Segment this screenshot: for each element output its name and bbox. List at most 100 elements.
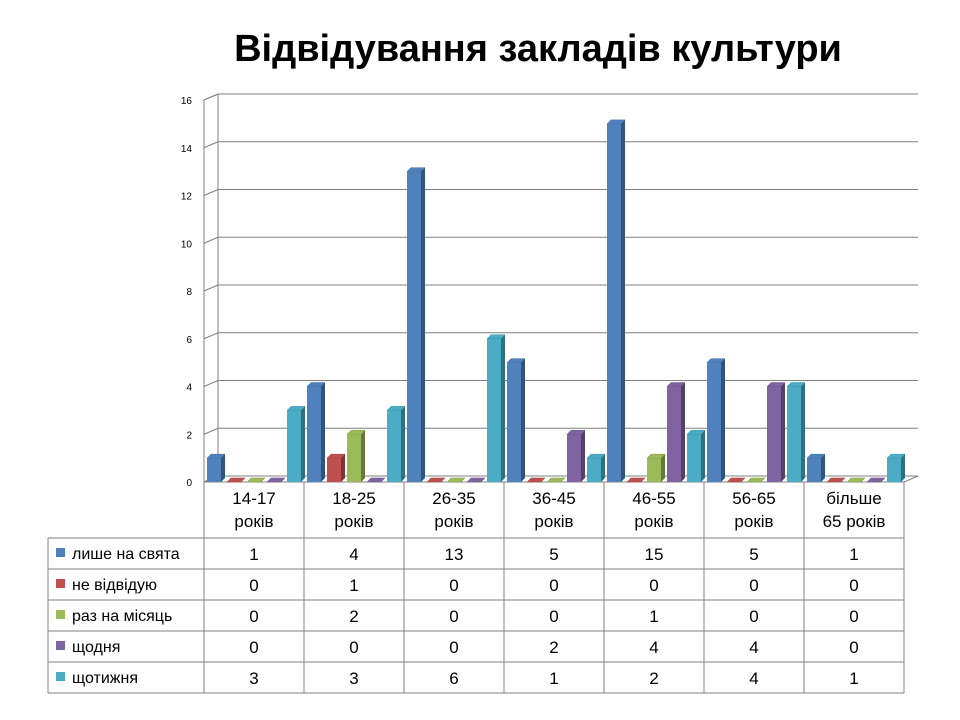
category-label: більше bbox=[826, 489, 881, 508]
bar-front bbox=[787, 386, 801, 482]
legend-key bbox=[56, 579, 65, 588]
bar bbox=[346, 430, 366, 482]
bar bbox=[386, 406, 406, 482]
data-label: 0 bbox=[249, 607, 258, 626]
legend-label: раз на місяць bbox=[72, 608, 172, 625]
bar bbox=[586, 453, 606, 482]
legend-key bbox=[56, 548, 65, 557]
data-label: 0 bbox=[649, 576, 658, 595]
bar-front bbox=[327, 458, 341, 482]
data-label: 0 bbox=[449, 607, 458, 626]
bar-side bbox=[361, 430, 365, 482]
y-tick-label: 6 bbox=[186, 335, 192, 346]
bar-front bbox=[567, 434, 581, 482]
bar bbox=[846, 477, 866, 483]
bar-side bbox=[701, 430, 705, 482]
bar-side bbox=[321, 382, 325, 482]
bar bbox=[686, 430, 706, 482]
y-tick-label: 10 bbox=[181, 239, 193, 250]
bar bbox=[506, 358, 526, 482]
y-axis: 0 2 4 6 8 10 12 14 16 bbox=[181, 96, 205, 489]
category-label: років bbox=[634, 512, 673, 531]
category-label: 18-25 bbox=[332, 489, 375, 508]
bar bbox=[706, 358, 726, 482]
legend-key bbox=[56, 610, 65, 619]
bar-front bbox=[347, 434, 361, 482]
bar-front bbox=[507, 362, 521, 482]
bar bbox=[626, 477, 646, 483]
bar bbox=[426, 477, 446, 483]
bar-side bbox=[501, 334, 505, 482]
data-label: 3 bbox=[249, 669, 258, 688]
gridline-side bbox=[203, 380, 219, 387]
category-label: років bbox=[534, 512, 573, 531]
bar-front bbox=[687, 434, 701, 482]
bar-side bbox=[721, 358, 725, 482]
data-label: 13 bbox=[445, 545, 464, 564]
legend-label: не відвідую bbox=[72, 577, 157, 594]
category-label: 14-17 bbox=[232, 489, 275, 508]
bar-front bbox=[387, 410, 401, 482]
bar-side bbox=[581, 430, 585, 482]
data-label: 0 bbox=[249, 638, 258, 657]
data-label: 4 bbox=[749, 669, 758, 688]
y-tick-label: 12 bbox=[181, 192, 193, 203]
data-label: 0 bbox=[449, 576, 458, 595]
y-tick-label: 2 bbox=[186, 430, 192, 441]
gridline-side bbox=[203, 332, 219, 340]
data-label: 4 bbox=[349, 545, 358, 564]
bar-front bbox=[707, 362, 721, 482]
y-tick-label: 8 bbox=[186, 287, 192, 298]
data-label: 0 bbox=[549, 576, 558, 595]
data-label: 1 bbox=[649, 607, 658, 626]
data-label: 0 bbox=[449, 638, 458, 657]
bar-side bbox=[661, 454, 665, 482]
bar-front bbox=[607, 123, 621, 482]
data-label: 0 bbox=[849, 576, 858, 595]
data-label: 0 bbox=[849, 638, 858, 657]
data-label: 4 bbox=[649, 638, 658, 657]
bar-side bbox=[521, 358, 525, 482]
category-label: 46-55 bbox=[632, 489, 675, 508]
legend-label: щотижня bbox=[72, 670, 138, 687]
bar bbox=[286, 406, 306, 482]
bar bbox=[486, 334, 506, 482]
bar-side bbox=[221, 454, 225, 482]
category-label: 65 років bbox=[823, 512, 886, 531]
bar bbox=[526, 477, 546, 483]
bar-side bbox=[341, 454, 345, 482]
bar-front bbox=[767, 386, 781, 482]
legend-label: лише на свята bbox=[72, 546, 180, 563]
bar bbox=[206, 453, 226, 482]
bar-front bbox=[667, 386, 681, 482]
bar-front bbox=[407, 171, 421, 482]
bar-front bbox=[647, 458, 661, 482]
data-label: 0 bbox=[549, 607, 558, 626]
bar-side bbox=[821, 454, 825, 482]
bar bbox=[786, 382, 806, 482]
bar-side bbox=[301, 406, 305, 482]
category-label: 26-35 bbox=[432, 489, 475, 508]
bar-front bbox=[807, 458, 821, 482]
bar-front bbox=[287, 410, 301, 482]
chart-title: Відвідування закладів культури bbox=[234, 28, 842, 70]
bar-side bbox=[901, 454, 905, 482]
category-label: 56-65 bbox=[732, 489, 775, 508]
bar bbox=[326, 453, 346, 482]
bar bbox=[766, 382, 786, 482]
data-label: 3 bbox=[349, 669, 358, 688]
bar-side bbox=[621, 119, 625, 482]
bar bbox=[446, 477, 466, 483]
legend-key bbox=[56, 641, 65, 650]
bar bbox=[466, 477, 486, 483]
legend-key bbox=[56, 672, 65, 681]
bar bbox=[406, 167, 426, 482]
data-label: 5 bbox=[549, 545, 558, 564]
gridline-side bbox=[203, 93, 219, 101]
data-label: 1 bbox=[249, 545, 258, 564]
bar-side bbox=[421, 167, 425, 482]
bar-side bbox=[601, 454, 605, 482]
bars bbox=[206, 119, 906, 483]
bar bbox=[666, 382, 686, 482]
